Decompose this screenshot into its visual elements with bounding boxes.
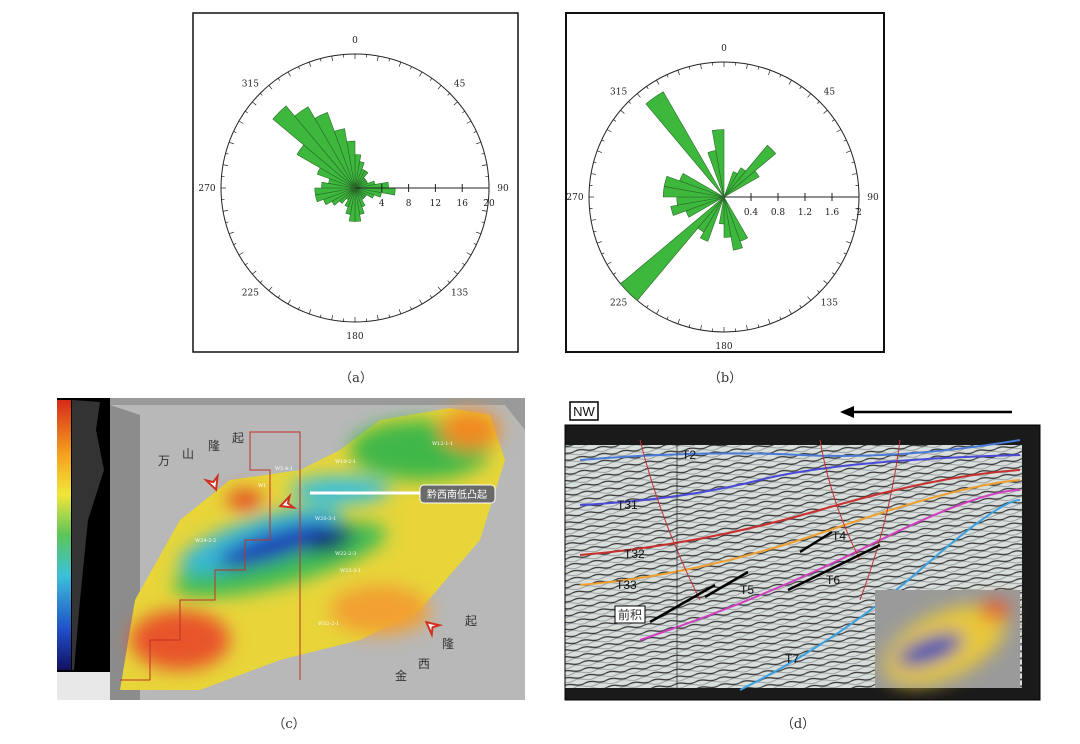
horizon-label: T5: [740, 583, 754, 597]
angle-label: 135: [821, 298, 838, 308]
callout: 黔西南低凸起: [427, 488, 487, 501]
caption: （b）: [708, 371, 742, 386]
horizon-label: T32: [624, 547, 645, 561]
panel-d-section: [565, 425, 1040, 701]
angle-label: 45: [824, 88, 836, 98]
angle-label: 315: [610, 88, 627, 98]
horizon-label: T31: [617, 498, 638, 512]
region-label: 万: [158, 454, 170, 468]
region-label: 起: [465, 614, 477, 628]
angle-label: 135: [451, 289, 468, 299]
well-label: W20-3-1: [315, 516, 336, 522]
angle-label: 180: [346, 332, 363, 342]
region-label: 山: [182, 447, 194, 461]
caption: （c）: [272, 717, 305, 732]
region-label: 起: [232, 431, 244, 445]
horizon-label: T7: [785, 652, 799, 666]
angle-label: 90: [867, 193, 879, 203]
horizon-label: T6: [826, 573, 840, 587]
region-label: 金: [395, 668, 407, 683]
angle-label: 270: [198, 184, 215, 194]
caption: （a）: [339, 371, 373, 386]
radial-tick-label: 2: [856, 208, 862, 218]
direction-label: NW: [573, 404, 595, 419]
color-bar: [57, 400, 71, 670]
horizon-label: T33: [616, 578, 637, 592]
region-label: 隆: [208, 438, 220, 453]
arrow-head: [840, 406, 854, 418]
region-label: 隆: [442, 636, 454, 651]
time-axis: [1022, 445, 1040, 688]
angle-label: 270: [566, 193, 583, 203]
color-bar-base: [57, 672, 110, 700]
angle-label: 225: [242, 289, 259, 299]
well-label: W32-2-1: [318, 621, 339, 627]
well-label: W5-4-1: [275, 466, 293, 472]
angle-label: 180: [715, 342, 732, 352]
caption: （d）: [781, 717, 815, 732]
radial-tick-label: 8: [406, 199, 412, 209]
well-label: W23-3-1: [340, 568, 361, 574]
angle-label: 0: [721, 44, 727, 54]
radial-tick-label: 16: [456, 199, 468, 209]
horizon-label: T2: [682, 448, 696, 462]
radial-tick-label: 0.8: [771, 208, 786, 218]
trace-footer: [565, 688, 1040, 700]
panel-c-map: 黔西南低凸起 万 山 隆 起 金 西 隆 起 W12-1-1 W10-2-1 W…: [57, 398, 525, 700]
angle-label: 45: [454, 79, 466, 89]
angle-label: 0: [352, 36, 358, 46]
well-label: W12-1-1: [432, 441, 453, 447]
angle-label: 225: [610, 298, 627, 308]
region-label: 西: [418, 657, 430, 671]
horizon-label: T4: [832, 529, 846, 543]
radial-tick-label: 1.6: [825, 208, 840, 218]
well-label: W24-2-2: [195, 538, 216, 544]
radial-tick-label: 20: [483, 199, 495, 209]
radial-tick-label: 12: [430, 199, 441, 209]
annotation: 前积: [618, 607, 642, 622]
radial-tick-label: 4: [379, 199, 385, 209]
radial-tick-label: 1.2: [798, 208, 812, 218]
angle-label: 90: [497, 184, 509, 194]
trace-header: [565, 425, 1040, 445]
well-label: W1: [258, 483, 266, 489]
radial-tick-label: 0.4: [744, 208, 759, 218]
angle-label: 315: [242, 79, 259, 89]
well-label: W22-2-3: [335, 551, 356, 557]
well-label: W10-2-1: [335, 459, 356, 465]
